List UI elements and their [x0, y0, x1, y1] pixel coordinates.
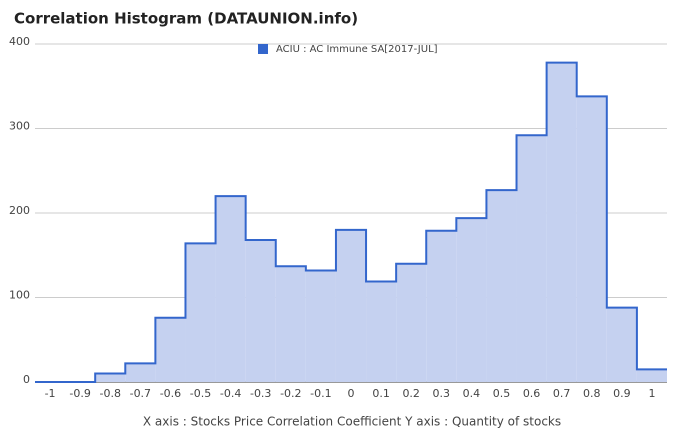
- x-tick-label: 0.3: [433, 387, 451, 400]
- y-tick-label: 400: [9, 35, 30, 48]
- x-tick-label: 0.4: [463, 387, 481, 400]
- bar: [456, 218, 487, 382]
- x-tick-label: -0.5: [190, 387, 211, 400]
- bar: [185, 243, 216, 382]
- bar: [426, 230, 457, 382]
- bar: [215, 196, 246, 382]
- bar: [95, 373, 126, 382]
- x-tick-label: 0.7: [553, 387, 571, 400]
- x-tick-label: -0.9: [69, 387, 90, 400]
- y-tick-label: 0: [23, 373, 30, 386]
- bar: [245, 240, 276, 382]
- y-tick-label: 300: [9, 120, 30, 133]
- bar: [335, 229, 367, 382]
- chart-title: Correlation Histogram (DATAUNION.info): [14, 10, 358, 28]
- bar: [155, 317, 186, 382]
- bar: [606, 307, 637, 382]
- x-tick-label: -0.1: [310, 387, 331, 400]
- x-tick-label: -0.3: [250, 387, 271, 400]
- y-tick-label: 200: [9, 204, 30, 217]
- bar: [486, 190, 517, 382]
- y-tick-label: 100: [9, 289, 30, 302]
- x-tick-label: 0.9: [613, 387, 631, 400]
- x-tick-label: 0.1: [372, 387, 390, 400]
- legend-label: ACIU : AC Immune SA[2017-JUL]: [276, 44, 438, 55]
- x-tick-label: -0.8: [100, 387, 121, 400]
- x-tick-label: -0.2: [280, 387, 301, 400]
- x-tick-label: 0.5: [493, 387, 511, 400]
- step-outline: [35, 61, 667, 383]
- bar: [516, 135, 547, 382]
- x-tick-label: 1: [648, 387, 655, 400]
- bar: [576, 96, 607, 382]
- x-tick-label: 0.6: [523, 387, 541, 400]
- bar: [275, 266, 306, 382]
- x-tick-label: -0.7: [130, 387, 151, 400]
- x-tick-label: -0.6: [160, 387, 181, 400]
- legend-swatch: [258, 44, 268, 54]
- bar: [636, 369, 667, 382]
- bar: [366, 281, 397, 382]
- bar: [305, 270, 336, 382]
- x-axis-label: X axis : Stocks Price Correlation Coeffi…: [143, 415, 561, 429]
- x-tick-label: 0.8: [583, 387, 601, 400]
- bar: [546, 62, 577, 383]
- x-tick-label: 0: [348, 387, 355, 400]
- x-tick-label: -0.4: [220, 387, 241, 400]
- x-tick-label: -1: [45, 387, 56, 400]
- x-tick-label: 0.2: [402, 387, 420, 400]
- bar: [125, 363, 156, 382]
- bar: [396, 263, 427, 382]
